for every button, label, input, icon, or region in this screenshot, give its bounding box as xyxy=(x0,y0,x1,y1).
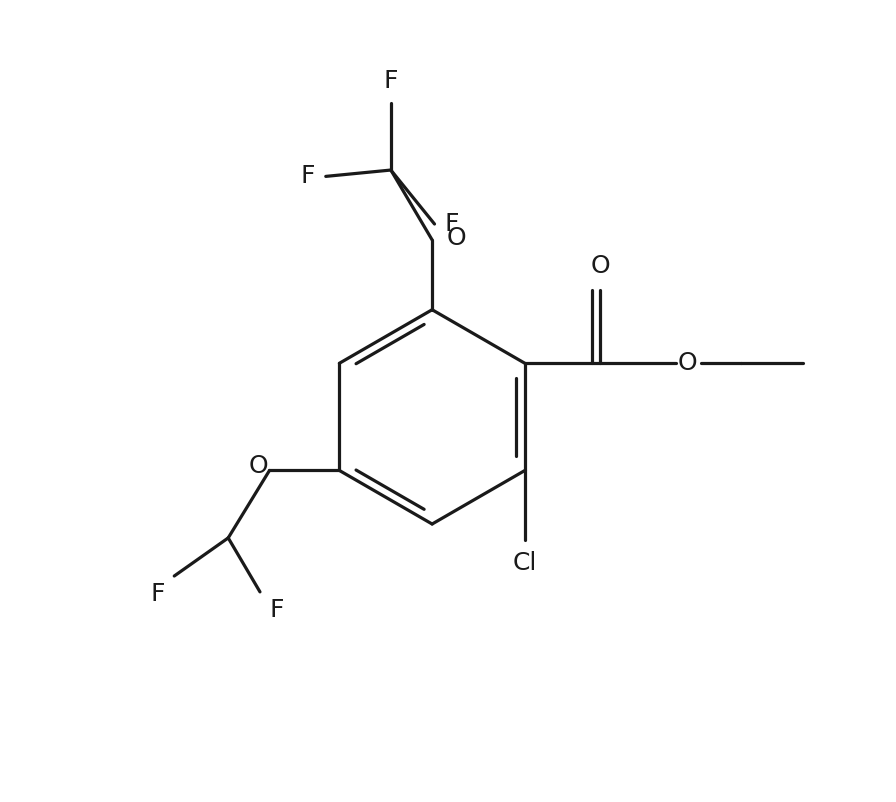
Text: O: O xyxy=(248,455,268,479)
Text: F: F xyxy=(444,212,460,236)
Text: O: O xyxy=(590,254,610,278)
Text: F: F xyxy=(151,582,165,606)
Text: F: F xyxy=(383,69,398,93)
Text: F: F xyxy=(301,164,315,188)
Text: O: O xyxy=(446,225,466,249)
Text: Cl: Cl xyxy=(513,551,537,574)
Text: F: F xyxy=(270,598,284,622)
Text: O: O xyxy=(677,351,697,375)
